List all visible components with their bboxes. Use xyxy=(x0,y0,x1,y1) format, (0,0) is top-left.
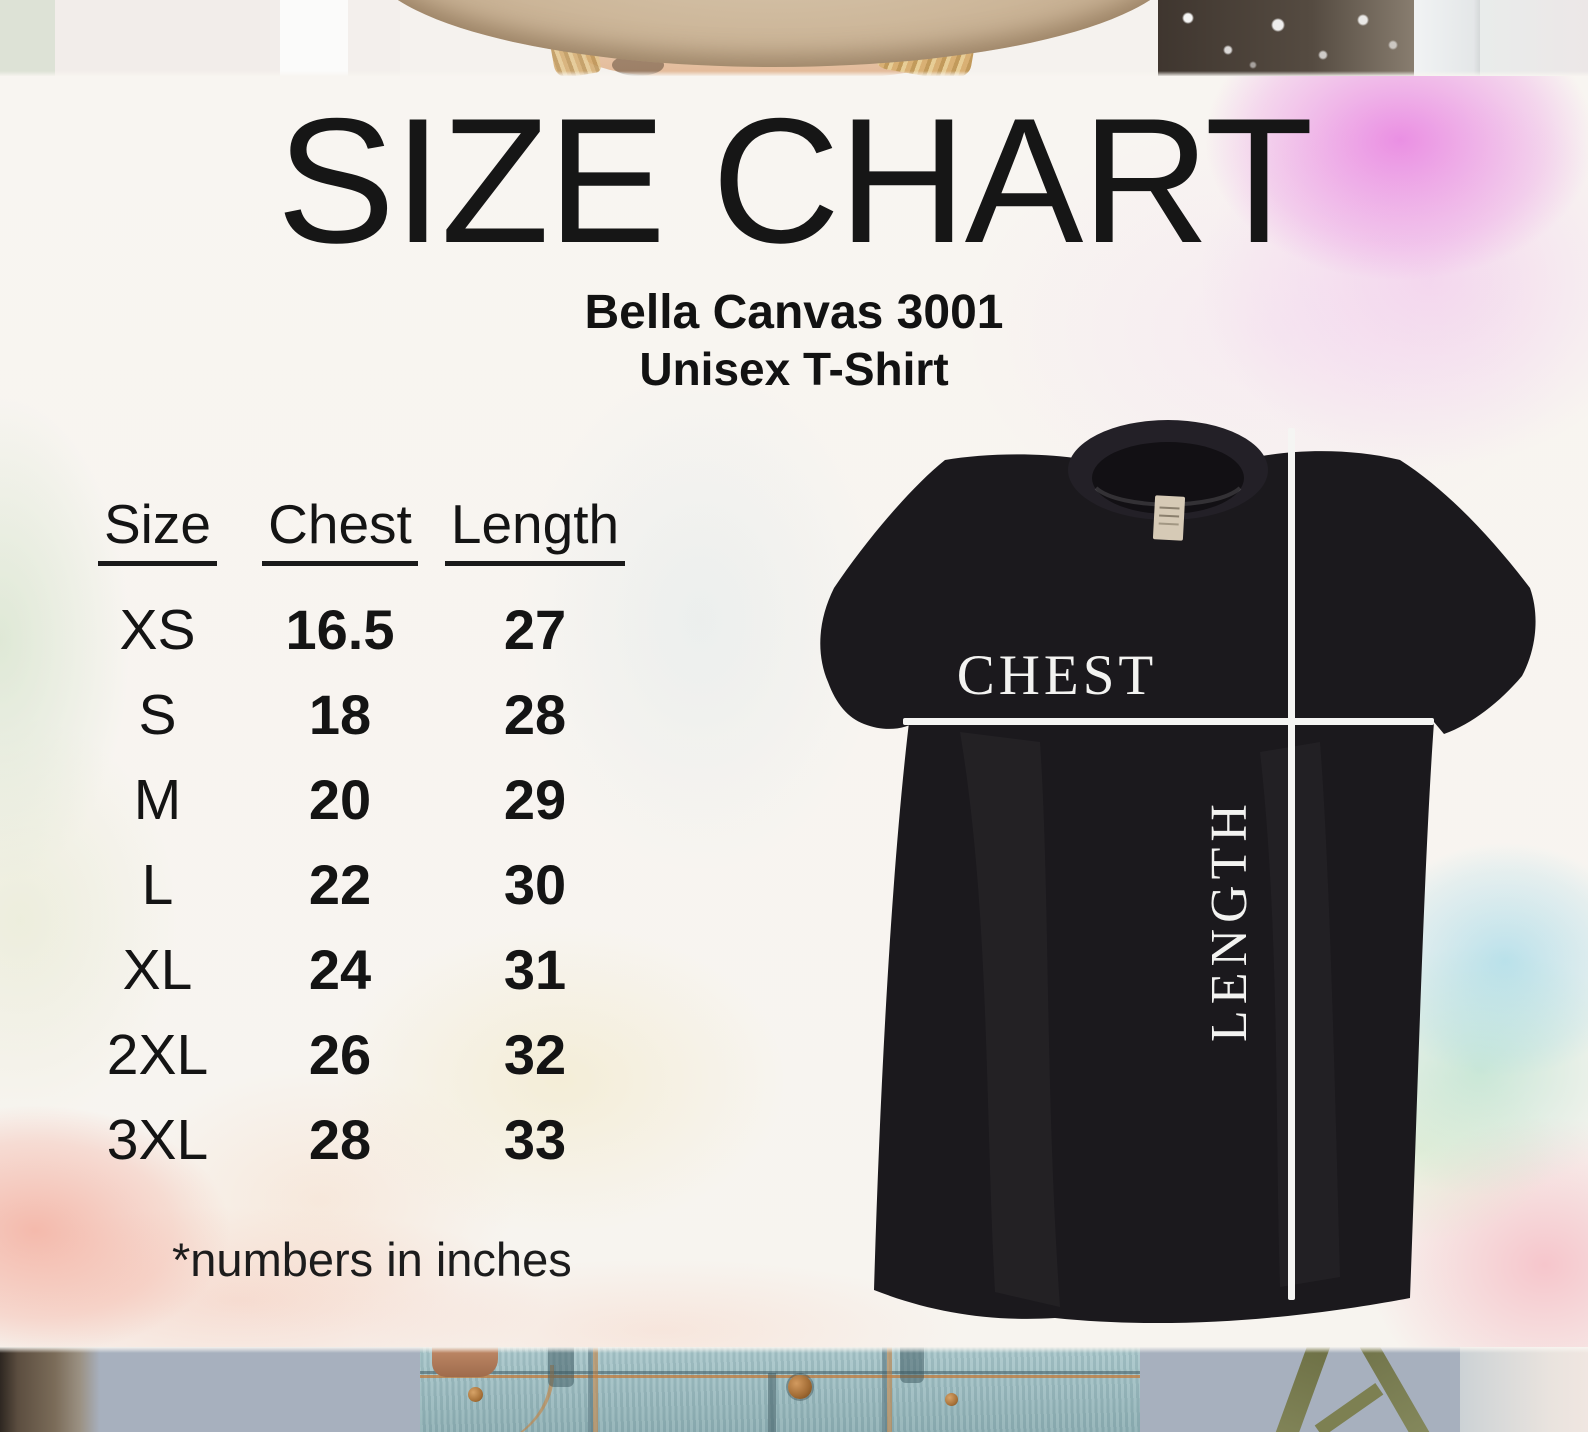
cell-chest: 16.5 xyxy=(285,598,395,661)
table-row: 3XL 28 33 xyxy=(55,1097,650,1182)
cell-chest: 18 xyxy=(308,683,372,746)
length-label: LENGTH xyxy=(1201,798,1258,1042)
belt-loop xyxy=(900,1347,924,1383)
chest-measure-line xyxy=(903,718,1434,725)
belt-loop xyxy=(548,1347,574,1387)
model-photo-top-strip xyxy=(0,0,1588,76)
cell-chest: 24 xyxy=(308,938,372,1001)
cell-chest: 28 xyxy=(308,1108,372,1171)
cell-chest: 22 xyxy=(308,853,372,916)
jeans-rivet xyxy=(468,1387,483,1402)
collar-opening xyxy=(1092,442,1244,514)
wall-frame-edge xyxy=(1414,0,1480,76)
cell-length: 32 xyxy=(503,1023,567,1086)
waistband-seam xyxy=(420,1371,1140,1374)
cell-length: 28 xyxy=(503,683,567,746)
cell-size: 2XL xyxy=(106,1022,209,1087)
footnote: *numbers in inches xyxy=(172,1233,572,1286)
jeans-photo-bottom-strip xyxy=(0,1347,1588,1432)
header-length: Length xyxy=(420,492,650,566)
cell-size: XL xyxy=(122,937,193,1002)
model-hat-brim xyxy=(368,0,1180,67)
table-row: L 22 30 xyxy=(55,842,650,927)
cell-size: 3XL xyxy=(106,1107,209,1172)
table-row: M 20 29 xyxy=(55,757,650,842)
plant-stems xyxy=(1314,1383,1384,1432)
length-measure-line xyxy=(1288,428,1295,1300)
cell-size: M xyxy=(133,767,182,832)
model-hand xyxy=(432,1347,498,1377)
page-title: SIZE CHART xyxy=(276,81,1314,280)
tshirt-photo: CHEST LENGTH xyxy=(820,420,1536,1324)
jeans-waist xyxy=(420,1347,1140,1432)
header-size: Size xyxy=(55,492,260,566)
cell-length: 27 xyxy=(503,598,567,661)
table-row: S 18 28 xyxy=(55,672,650,757)
neck-tag xyxy=(1152,495,1186,541)
cell-size: XS xyxy=(119,597,196,662)
jeans-seam xyxy=(588,1347,593,1432)
jeans-button xyxy=(788,1375,812,1399)
size-table-header-row: Size Chest Length xyxy=(55,492,650,587)
doorframe-left xyxy=(0,1347,100,1432)
subtitle-block: Bella Canvas 3001 Unisex T-Shirt xyxy=(0,284,1588,397)
cell-size: L xyxy=(141,852,174,917)
cell-length: 30 xyxy=(503,853,567,916)
cell-length: 31 xyxy=(503,938,567,1001)
jeans-rivet xyxy=(945,1393,958,1406)
cell-length: 33 xyxy=(503,1108,567,1171)
cell-size: S xyxy=(138,682,177,747)
table-row: 2XL 26 32 xyxy=(55,1012,650,1097)
jeans-seam xyxy=(882,1347,887,1432)
cell-chest: 20 xyxy=(308,768,372,831)
bokeh-lights xyxy=(1158,0,1414,76)
product-subtitle: Unisex T-Shirt xyxy=(639,342,949,395)
button-fly-stitching xyxy=(768,1373,776,1432)
chest-label: CHEST xyxy=(957,644,1158,707)
wall-bottom-right xyxy=(1460,1347,1588,1432)
table-row: XS 16.5 27 xyxy=(55,587,650,672)
size-table: Size Chest Length XS 16.5 27 S 18 28 M 2… xyxy=(55,492,650,1182)
table-row: XL 24 31 xyxy=(55,927,650,1012)
cell-chest: 26 xyxy=(308,1023,372,1086)
cell-length: 29 xyxy=(503,768,567,831)
brand-subtitle: Bella Canvas 3001 xyxy=(584,286,1004,339)
wall-top-right xyxy=(1480,0,1588,76)
header-chest: Chest xyxy=(260,492,420,566)
tshirt-silhouette xyxy=(820,435,1536,1324)
